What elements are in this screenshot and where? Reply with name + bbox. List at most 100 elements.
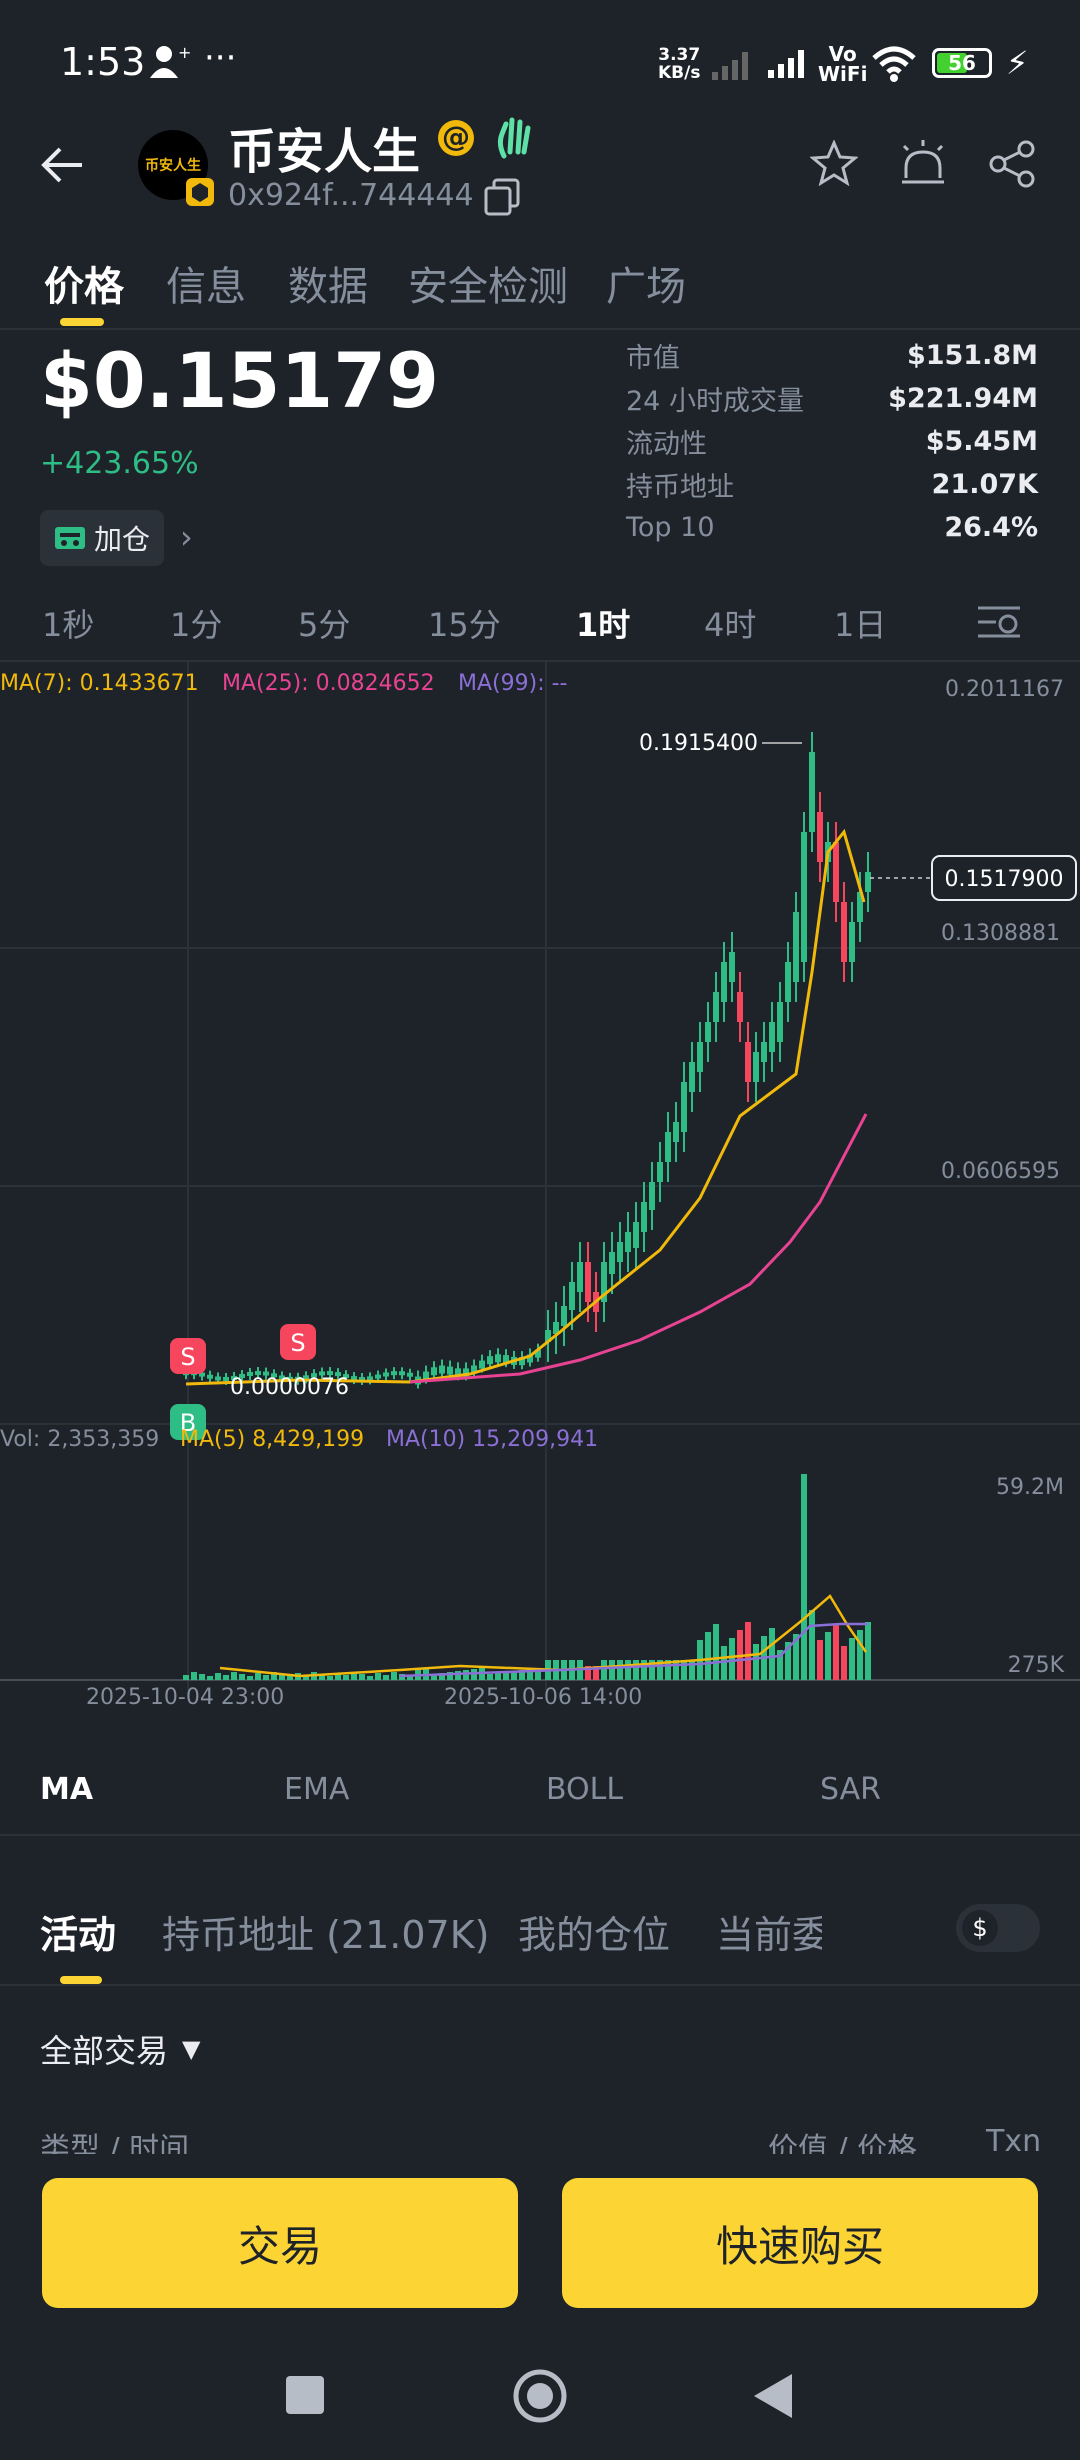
candle-body <box>785 962 791 1002</box>
timeframe-1h[interactable]: 1时 <box>576 606 631 644</box>
sell-marker[interactable] <box>170 1338 206 1374</box>
candle-body <box>367 1376 373 1381</box>
volume-bar <box>431 1674 437 1680</box>
tab-data[interactable]: 数据 <box>288 264 368 310</box>
candle-body <box>447 1366 453 1375</box>
tab-square[interactable]: 广场 <box>606 264 686 310</box>
tab-open-orders[interactable]: 当前委 <box>716 1913 822 1957</box>
status-time: 1:53 <box>60 40 146 84</box>
volume-bar <box>231 1672 237 1680</box>
timeframe-5m[interactable]: 5分 <box>298 606 351 644</box>
candle-body <box>479 1360 485 1369</box>
indicator-sar[interactable]: SAR <box>820 1772 881 1807</box>
candle-body <box>239 1373 245 1378</box>
currency-toggle[interactable]: $ <box>956 1904 1040 1952</box>
candle-body <box>279 1375 285 1380</box>
back-nav-icon[interactable] <box>752 2372 794 2420</box>
volume-bar <box>183 1675 189 1680</box>
stat-value: $151.8M <box>906 340 1038 371</box>
home-icon[interactable] <box>512 2368 568 2424</box>
candle-body <box>625 1232 631 1252</box>
price-chart[interactable]: MA(7): 0.1433671 MA(25): 0.0824652 MA(99… <box>0 662 1080 1730</box>
volume-bar <box>689 1660 695 1680</box>
back-arrow-icon[interactable] <box>38 145 84 185</box>
candle-body <box>223 1376 229 1381</box>
add-position-icon <box>55 527 85 549</box>
tab-info[interactable]: 信息 <box>166 264 246 310</box>
stat-row: Top 10 26.4% <box>626 506 1038 549</box>
at-mention-icon[interactable]: @ <box>438 120 474 156</box>
stat-row: 流动性 $5.45M <box>626 420 1038 463</box>
chevron-right-icon[interactable]: › <box>180 518 193 556</box>
indicator-ma[interactable]: MA <box>40 1772 94 1807</box>
timeframe-1d[interactable]: 1日 <box>834 606 887 644</box>
copy-icon[interactable] <box>484 178 520 216</box>
volume-bar <box>487 1674 493 1680</box>
ma25-line <box>409 1113 868 1384</box>
stat-label: 持币地址 <box>626 472 734 503</box>
volume-ma10-line <box>399 1622 868 1678</box>
timeframe-1m[interactable]: 1分 <box>170 606 223 644</box>
volume-bar <box>367 1676 373 1680</box>
alert-bell-icon[interactable] <box>898 138 948 188</box>
recent-apps-icon[interactable] <box>286 2376 324 2414</box>
tab-activity[interactable]: 活动 <box>40 1913 117 1957</box>
candle-body <box>769 1022 775 1052</box>
volume-bar <box>287 1676 293 1680</box>
volume-bar <box>407 1676 413 1680</box>
volume-bar <box>753 1644 759 1680</box>
trade-button[interactable]: 交易 <box>42 2178 518 2308</box>
sell-marker[interactable] <box>280 1324 316 1360</box>
timeframe-4h[interactable]: 4时 <box>704 606 757 644</box>
volume-bar <box>223 1675 229 1680</box>
indicator-ema[interactable]: EMA <box>284 1772 350 1807</box>
volume-bar <box>511 1671 517 1680</box>
volume-bar <box>585 1666 591 1680</box>
charging-icon: ⚡ <box>1006 44 1029 82</box>
svg-text:+: + <box>178 44 190 62</box>
stat-label: Top 10 <box>626 512 715 543</box>
tab-price[interactable]: 价格 <box>44 264 124 310</box>
tab-security[interactable]: 安全检测 <box>408 264 568 310</box>
current-price-tag-text: 0.1517900 <box>945 867 1064 892</box>
candle-body <box>681 1082 687 1132</box>
candle-body <box>407 1372 413 1377</box>
current-price: $0.15179 <box>40 336 440 425</box>
add-position-button[interactable]: 加仓 <box>40 510 165 566</box>
ma99-legend: MA(99): -- <box>458 671 567 696</box>
candle-body <box>431 1367 437 1376</box>
volume-bar <box>593 1666 599 1680</box>
volume-bar <box>809 1610 815 1680</box>
tab-holders[interactable]: 持币地址 (21.07K) <box>162 1913 490 1957</box>
battery-icon: 56 <box>932 48 992 78</box>
candle-body <box>375 1374 381 1379</box>
tab-my-positions[interactable]: 我的仓位 <box>518 1913 671 1957</box>
volume-bar <box>817 1640 823 1680</box>
volume-bar <box>713 1624 719 1680</box>
candle-body <box>423 1371 429 1380</box>
candle-body <box>327 1371 333 1376</box>
timeframe-15m[interactable]: 15分 <box>428 606 501 644</box>
volume-bar <box>495 1673 501 1680</box>
volume-bar <box>609 1660 615 1680</box>
trade-filter-dropdown[interactable]: 全部交易 ▼ <box>40 2026 200 2072</box>
volume-bar <box>263 1675 269 1680</box>
chart-settings-icon[interactable] <box>976 602 1022 642</box>
candle-body <box>585 1262 591 1302</box>
volume-axis-label: 59.2M <box>996 1475 1064 1500</box>
volume-bar <box>833 1624 839 1680</box>
timeframe-1s[interactable]: 1秒 <box>42 606 95 644</box>
stat-row: 持币地址 21.07K <box>626 463 1038 506</box>
favorite-star-icon[interactable] <box>810 140 858 186</box>
quick-buy-button[interactable]: 快速购买 <box>562 2178 1038 2308</box>
volume-bar <box>383 1675 389 1680</box>
candle-body <box>617 1242 623 1262</box>
buy-marker[interactable] <box>170 1404 206 1440</box>
volume-bar <box>455 1671 461 1680</box>
currency-toggle-label: $ <box>962 1910 998 1946</box>
candle-body <box>561 1306 567 1326</box>
share-icon[interactable] <box>988 140 1036 188</box>
candle-body <box>215 1376 221 1381</box>
indicator-boll[interactable]: BOLL <box>546 1772 624 1807</box>
divider <box>0 328 1080 330</box>
